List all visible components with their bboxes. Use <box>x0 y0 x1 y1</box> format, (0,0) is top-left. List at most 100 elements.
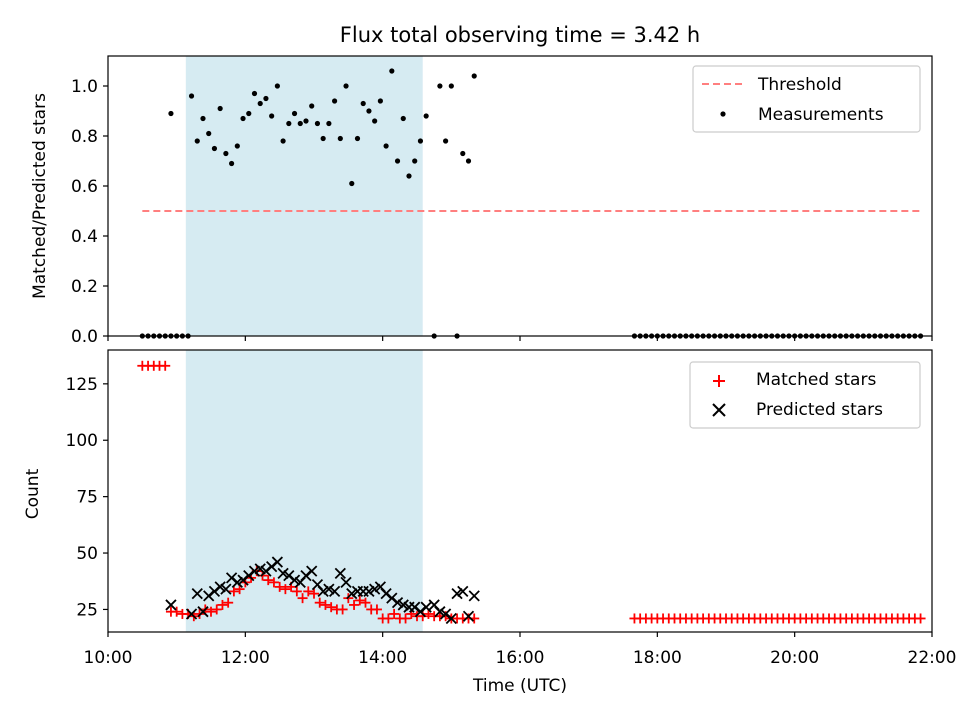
measurement-point <box>383 143 389 149</box>
measurement-point <box>200 115 206 122</box>
top-y-tick-label: 0.2 <box>71 277 98 297</box>
matched-star-point <box>217 599 228 610</box>
predicted-star-stroke-b <box>380 588 392 600</box>
predicted-star-stroke-b <box>317 585 329 598</box>
predicted-star-point <box>323 583 335 595</box>
measurement-point <box>332 98 338 104</box>
measurement-point <box>471 73 477 79</box>
measurement-point <box>320 135 326 142</box>
bottom-y-tick-label: 25 <box>76 600 98 620</box>
top-y-tick-label: 0.8 <box>71 127 98 147</box>
measurement-point <box>423 113 429 119</box>
legend-predicted-swatch <box>712 403 726 417</box>
predicted-star-stroke-b <box>391 597 404 609</box>
predicted-star-stroke-b <box>397 599 409 611</box>
predicted-star-point <box>340 576 352 589</box>
predicted-star-stroke-b <box>346 588 358 600</box>
legend-predicted-label: Predicted stars <box>756 400 883 420</box>
predicted-star-stroke-b <box>248 565 261 577</box>
legend-threshold-label: Threshold <box>757 75 842 95</box>
measurement-point <box>394 158 401 164</box>
matched-star-point <box>171 606 182 617</box>
measurement-point <box>246 110 252 117</box>
bottom-axes: 25 50 75 100 125 10:00 12:00 14:00 16:00 18:00 20… <box>23 349 957 696</box>
matched-star-point <box>320 599 331 610</box>
predicted-star-point <box>434 606 446 618</box>
measurement-point <box>412 158 418 164</box>
measurement-point <box>223 150 229 157</box>
predicted-star-point <box>214 581 226 593</box>
measurement-point <box>280 138 286 144</box>
predicted-star-point <box>445 612 457 625</box>
measurement-point <box>274 83 280 89</box>
measurement-point <box>337 135 343 142</box>
predicted-star-stroke-b <box>225 572 238 584</box>
x-tick-label: 20:00 <box>770 648 819 668</box>
matched-star-point <box>354 595 365 606</box>
bottom-y-tick-label: 100 <box>66 431 98 451</box>
x-tick-label: 22:00 <box>908 648 957 668</box>
predicted-star-point <box>468 590 480 602</box>
predicted-star-stroke-b <box>220 583 232 595</box>
measurement-point <box>297 120 303 127</box>
predicted-star-point <box>397 599 409 611</box>
predicted-star-stroke-b <box>434 606 446 618</box>
measurement-point <box>286 120 292 127</box>
predicted-star-point <box>369 583 381 595</box>
measurement-point <box>400 115 406 122</box>
predicted-star-point <box>462 610 475 622</box>
measurement-point <box>269 113 275 119</box>
measurement-point <box>354 135 361 142</box>
bottom-legend-frame <box>689 361 921 429</box>
predicted-star-stroke-b <box>445 612 457 625</box>
predicted-star-stroke-b <box>306 565 318 577</box>
matched-star-point <box>337 604 348 615</box>
measurement-point <box>443 138 449 144</box>
matched-star-point <box>309 588 319 599</box>
measurement-point <box>389 68 395 74</box>
bottom-y-ticks: 25 50 75 100 125 <box>66 375 108 620</box>
predicted-star-point <box>288 574 301 586</box>
measurement-point <box>206 130 212 137</box>
predicted-star-stroke-b <box>231 576 243 589</box>
predicted-star-stroke-b <box>451 588 463 600</box>
predicted-star-stroke-b <box>369 583 381 595</box>
predicted-star-stroke-b <box>214 581 226 593</box>
matched-star-point <box>223 597 234 608</box>
matched-star-point <box>291 586 302 597</box>
x-tick-label: 16:00 <box>496 648 545 668</box>
predicted-star-stroke-b <box>165 599 177 611</box>
measurement-point <box>251 90 258 97</box>
measurement-point <box>240 115 246 122</box>
predicted-star-stroke-b <box>185 608 198 620</box>
measurement-point <box>366 108 372 114</box>
top-x-ticks <box>107 336 933 341</box>
measurement-point <box>211 145 218 152</box>
top-legend: Threshold Measurements <box>692 65 921 133</box>
measurement-point <box>263 95 269 102</box>
bottom-y-axis-label: Count <box>23 468 43 519</box>
predicted-star-point <box>220 583 232 595</box>
predicted-star-point <box>451 588 463 600</box>
predicted-star-point <box>254 563 266 575</box>
legend-measurements-swatch <box>720 111 726 117</box>
predicted-star-point <box>457 585 469 598</box>
predicted-star-stroke-b <box>277 567 289 579</box>
matched-star-point <box>228 586 239 597</box>
measurement-point <box>291 110 298 117</box>
bottom-y-tick-label: 75 <box>76 488 98 508</box>
matched-star-point <box>206 606 216 617</box>
top-y-ticks: 0.0 0.2 0.4 0.6 0.8 1.0 <box>71 77 108 347</box>
measurement-point <box>377 98 383 104</box>
top-axes: 0.0 0.2 0.4 0.6 0.8 1.0 Flux total observing … <box>30 23 933 347</box>
matched-star-point <box>371 604 382 615</box>
top-y-tick-label: 0.0 <box>71 327 98 347</box>
matched-star-point <box>274 581 285 592</box>
x-tick-label: 12:00 <box>221 648 270 668</box>
predicted-star-stroke-b <box>334 567 346 579</box>
top-y-tick-label: 1.0 <box>71 77 98 97</box>
matched-star-point <box>314 597 325 608</box>
predicted-star-point <box>248 565 261 577</box>
predicted-star-stroke-b <box>439 608 452 620</box>
bottom-x-ticks: 10:00 12:00 14:00 16:00 18:00 20:00 22:00 <box>84 632 957 668</box>
